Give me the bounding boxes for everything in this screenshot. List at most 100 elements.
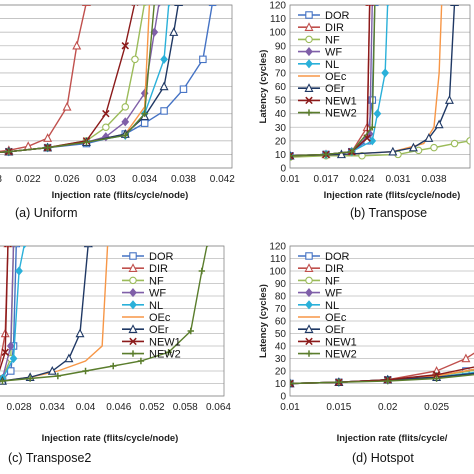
data-point: [432, 371, 441, 379]
data-point: [461, 353, 471, 363]
plot-frame: [0, 4, 233, 169]
series-new2: [0, 5, 156, 155]
data-point: [82, 367, 89, 375]
x-axis-title: Injection rate (flits/cycle/: [337, 433, 448, 444]
data-point: [174, 5, 184, 7]
legend-marker: [305, 288, 313, 298]
x-tick-label: 0.01: [280, 402, 300, 413]
data-point: [43, 133, 53, 142]
x-tick-label: 0.046: [106, 402, 131, 413]
legend-label: NEW1: [325, 336, 357, 348]
data-point: [167, 5, 171, 7]
data-point: [358, 152, 366, 160]
legend-marker: [305, 35, 313, 44]
gridlines: [290, 4, 470, 169]
data-point: [102, 109, 110, 118]
x-tick-label: 0.052: [139, 402, 164, 413]
y-tick-label: 10: [275, 379, 287, 390]
x-axis-title: Injection rate (flits/cycle/node): [324, 190, 461, 201]
x-axis-title: Injection rate (flits/cycle/node): [42, 433, 179, 444]
legend-label: OEr: [325, 83, 345, 95]
chart-panel-1: 0.018 0.022 0.026 0.03 0.034 0.038 0.042 Inject…: [0, 4, 235, 220]
data-point: [199, 55, 207, 64]
y-tick-label: 60: [275, 317, 287, 328]
data-point: [159, 81, 169, 91]
series-line: [0, 5, 136, 154]
legend-item: OEc: [298, 312, 347, 324]
data-point: [348, 148, 355, 155]
legend-label: DIR: [325, 263, 344, 275]
data-point: [368, 136, 377, 146]
data-point: [137, 357, 145, 365]
x-tick-label: 0.02: [378, 402, 398, 413]
legend-marker: [305, 11, 313, 19]
legend-label: NEW1: [325, 95, 357, 107]
legend-label: NF: [149, 275, 164, 287]
x-tick-label: 0.018: [0, 174, 2, 185]
y-axis-title: Latency (cycles): [258, 50, 269, 124]
data-point: [386, 5, 390, 7]
legend-marker: [129, 337, 137, 346]
data-point: [62, 101, 72, 111]
data-point: [433, 375, 440, 382]
data-point: [430, 143, 438, 152]
series-dir: [0, 5, 91, 155]
data-point: [122, 132, 129, 139]
series-line: [290, 373, 474, 385]
y-tick-label: 40: [275, 342, 287, 353]
legend-marker: [304, 263, 314, 272]
chart-panel-3: 0.0220.0280.0340.040.0460.0520.0580.064I…: [0, 245, 231, 465]
legend-marker: [305, 276, 313, 285]
data-point: [179, 85, 188, 93]
legend-item: NL: [122, 300, 163, 312]
series-line: [0, 5, 213, 154]
legend-item: DOR: [298, 251, 350, 263]
plot-area: [290, 5, 470, 161]
y-tick-label: 80: [275, 292, 287, 303]
data-point: [160, 107, 168, 115]
data-point: [6, 341, 15, 351]
legend-label: OEc: [149, 312, 171, 324]
legend-label: OEc: [325, 312, 347, 324]
data-point: [424, 133, 434, 142]
x-tick-label: 0.042: [210, 174, 235, 185]
data-point: [450, 5, 460, 7]
legend-item: WF: [298, 47, 342, 59]
y-tick-label: 120: [269, 242, 286, 253]
series-line: [0, 5, 170, 154]
data-point: [198, 267, 206, 275]
data-point: [169, 27, 179, 36]
data-point: [131, 55, 139, 64]
plot-frame: [289, 4, 471, 169]
series-line: [0, 5, 87, 152]
y-tick-label: 20: [275, 367, 287, 378]
legend-marker: [305, 47, 313, 57]
legend-label: NEW2: [149, 349, 181, 361]
series-new2: [0, 246, 209, 385]
data-point: [121, 42, 129, 50]
y-tick-label: 110: [270, 14, 286, 25]
legend-label: OEc: [325, 71, 347, 83]
series-line: [0, 246, 25, 380]
legend-marker: [129, 276, 137, 285]
data-point: [22, 246, 27, 249]
data-point: [83, 138, 90, 146]
legend-item: OEr: [298, 83, 345, 95]
panel-caption: (c) Transpose2: [8, 451, 91, 465]
legend-item: OEr: [122, 324, 169, 336]
data-point: [381, 68, 389, 78]
data-point: [47, 365, 57, 375]
data-point: [157, 5, 161, 7]
legend-item: NEW2: [298, 349, 357, 361]
legend-label: DOR: [149, 251, 174, 263]
legend-label: NF: [325, 34, 340, 46]
legend-marker: [305, 96, 313, 105]
plot-area: [0, 5, 217, 157]
series-new2: [290, 5, 376, 159]
data-point: [110, 362, 117, 370]
legend-item: NF: [122, 275, 164, 287]
data-point: [290, 152, 294, 160]
data-point: [7, 367, 15, 375]
